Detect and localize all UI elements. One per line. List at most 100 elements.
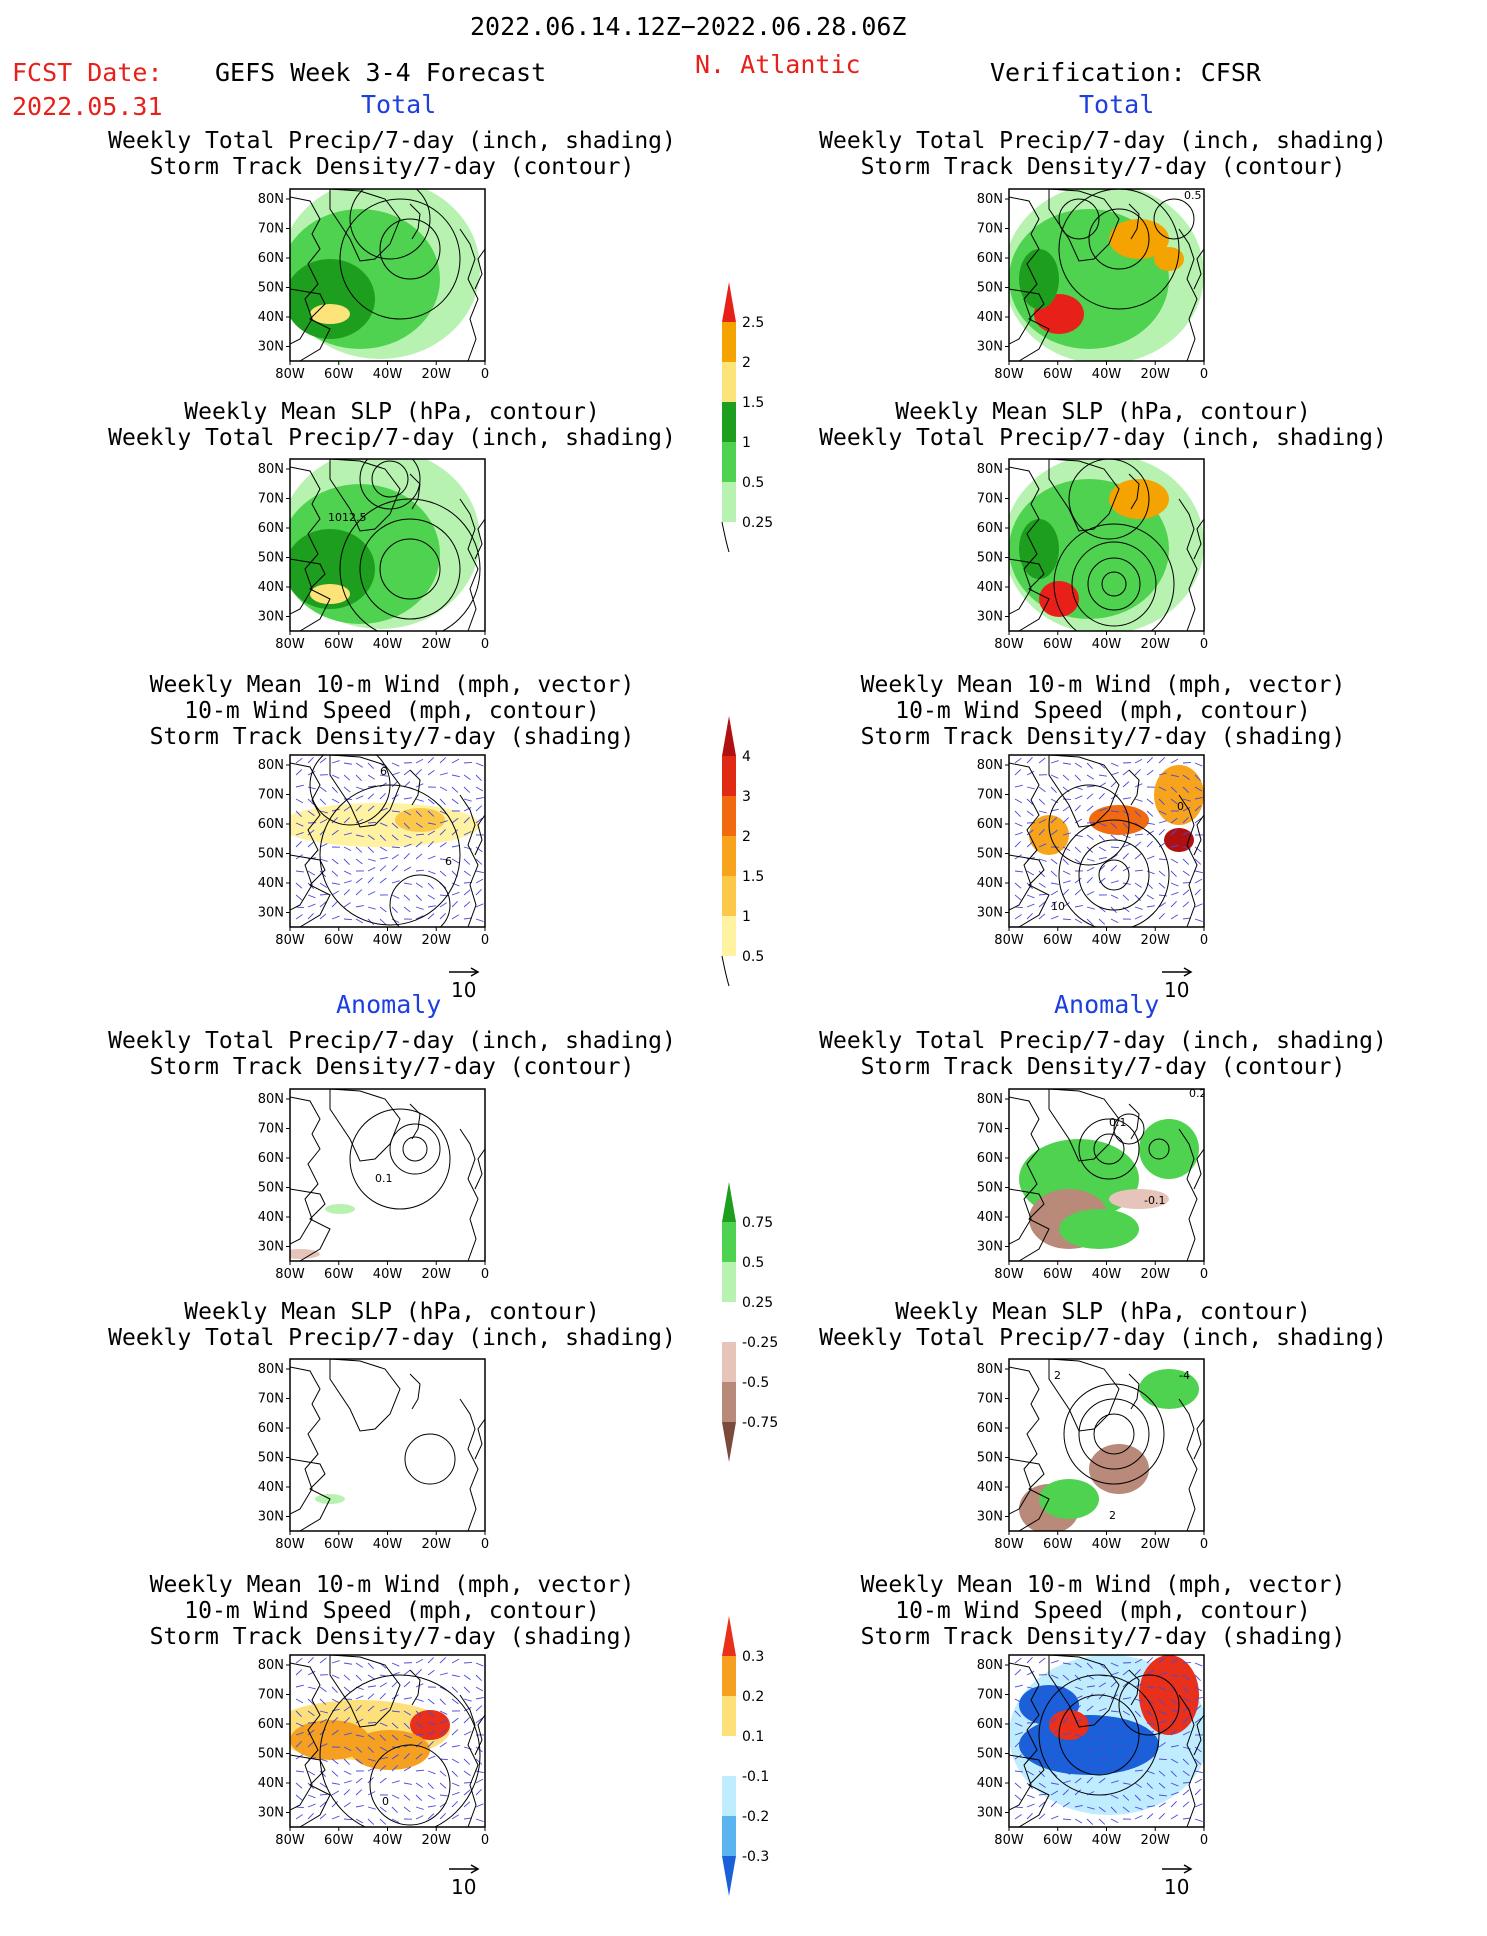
lon-tick-label: 40W xyxy=(1092,367,1122,382)
arrow-right-icon xyxy=(1160,1864,1194,1874)
lon-tick-label: 60W xyxy=(324,1537,354,1552)
colorbar-segment xyxy=(722,836,736,876)
lat-tick-label: 80N xyxy=(258,462,284,477)
colorbar-label: -0.75 xyxy=(742,1415,778,1431)
lat-tick-label: 50N xyxy=(258,551,284,566)
colorbar-label: 0.25 xyxy=(742,1295,773,1311)
lon-tick-label: 60W xyxy=(1043,1833,1073,1848)
lon-tick-label: 60W xyxy=(324,933,354,948)
colorbar-segment xyxy=(722,716,736,756)
lon-tick-label: 0 xyxy=(1200,933,1208,948)
lon-tick-label: 0 xyxy=(1200,637,1208,652)
anomaly-label-right: Anomaly xyxy=(1054,990,1159,1019)
lon-tick-label: 40W xyxy=(373,1267,403,1282)
lat-tick-label: 40N xyxy=(977,1210,1003,1225)
colorbar-segment xyxy=(722,1696,736,1736)
lat-tick-label: 60N xyxy=(977,1421,1003,1436)
colorbar-label: 2 xyxy=(742,355,751,371)
contour-label: 2 xyxy=(1054,1369,1061,1382)
title-l1-line1: Weekly Total Precip/7-day (inch, shading… xyxy=(42,128,742,154)
lon-tick-label: 40W xyxy=(1092,1267,1122,1282)
lat-tick-label: 70N xyxy=(258,1688,284,1703)
colorbar-segment xyxy=(722,1262,736,1302)
lat-tick-label: 30N xyxy=(258,340,284,355)
lon-tick-label: 0 xyxy=(481,637,489,652)
colorbar-segment xyxy=(722,1222,736,1262)
lat-tick-label: 30N xyxy=(977,610,1003,625)
lat-tick-label: 50N xyxy=(977,281,1003,296)
colorbar-segment xyxy=(722,322,736,362)
lat-tick-label: 40N xyxy=(258,580,284,595)
vector-reference-value: 10 xyxy=(451,978,481,1002)
colorbar-segment xyxy=(722,876,736,916)
lon-tick-label: 40W xyxy=(1092,1833,1122,1848)
title-r6-line2: 10-m Wind Speed (mph, contour) xyxy=(753,1598,1453,1624)
lat-tick-label: 40N xyxy=(258,876,284,891)
lat-tick-label: 50N xyxy=(258,1747,284,1762)
lon-tick-label: 40W xyxy=(1092,637,1122,652)
lat-tick-label: 80N xyxy=(258,1658,284,1673)
lon-tick-label: 60W xyxy=(1043,1537,1073,1552)
title-r2-line1: Weekly Mean SLP (hPa, contour) xyxy=(753,399,1453,425)
lat-tick-label: 30N xyxy=(258,1240,284,1255)
lon-tick-label: 0 xyxy=(481,1267,489,1282)
colorbar-track_anom: 0.30.20.1-0.1-0.2-0.3 xyxy=(722,1606,802,1936)
lon-tick-label: 60W xyxy=(324,637,354,652)
lat-tick-label: 80N xyxy=(258,1092,284,1107)
lat-tick-label: 40N xyxy=(977,310,1003,325)
lon-tick-label: 80W xyxy=(275,367,305,382)
lat-tick-label: 80N xyxy=(977,758,1003,773)
lat-tick-label: 70N xyxy=(977,492,1003,507)
lon-tick-label: 20W xyxy=(1141,1537,1171,1552)
title-l4-line1: Weekly Total Precip/7-day (inch, shading… xyxy=(42,1028,742,1054)
wind-vector xyxy=(368,1722,376,1723)
lat-tick-label: 50N xyxy=(258,1181,284,1196)
lon-tick-label: 0 xyxy=(481,1537,489,1552)
lon-tick-label: 80W xyxy=(994,367,1024,382)
lon-tick-label: 60W xyxy=(324,1267,354,1282)
fcst-date-label: FCST Date: xyxy=(12,58,163,87)
lat-tick-label: 70N xyxy=(258,1122,284,1137)
contour-label: 10 xyxy=(1051,900,1065,913)
title-r6-line3: Storm Track Density/7-day (shading) xyxy=(753,1624,1453,1650)
title-l2-line1: Weekly Mean SLP (hPa, contour) xyxy=(42,399,742,425)
fcst-date-value: 2022.05.31 xyxy=(12,92,163,121)
colorbar-segment xyxy=(722,282,736,322)
colorbar-label: 1 xyxy=(742,909,751,925)
lon-tick-label: 80W xyxy=(994,1537,1024,1552)
lat-tick-label: 50N xyxy=(258,847,284,862)
title-r1-line2: Storm Track Density/7-day (contour) xyxy=(753,154,1453,180)
lon-tick-label: 20W xyxy=(1141,367,1171,382)
lon-tick-label: 40W xyxy=(373,637,403,652)
lat-tick-label: 80N xyxy=(977,462,1003,477)
title-l1-line2: Storm Track Density/7-day (contour) xyxy=(42,154,742,180)
contour-label: -4 xyxy=(1179,1369,1190,1382)
shading-region xyxy=(395,808,445,832)
lat-tick-label: 40N xyxy=(977,1776,1003,1791)
colorbar-label: -0.3 xyxy=(742,1849,769,1865)
contour-label: 1012.5 xyxy=(328,511,367,524)
colorbar-label: 1.5 xyxy=(742,869,764,885)
colorbar-label: 0.25 xyxy=(742,515,773,531)
lat-tick-label: 30N xyxy=(977,1240,1003,1255)
colorbar-label: -0.5 xyxy=(742,1375,769,1391)
contour-label: 2 xyxy=(1109,1509,1116,1522)
contour-label: 6 xyxy=(445,855,452,868)
title-r3-line3: Storm Track Density/7-day (shading) xyxy=(753,724,1453,750)
lat-tick-label: 30N xyxy=(977,1806,1003,1821)
lon-tick-label: 80W xyxy=(275,1537,305,1552)
total-label-right: Total xyxy=(1079,90,1154,119)
